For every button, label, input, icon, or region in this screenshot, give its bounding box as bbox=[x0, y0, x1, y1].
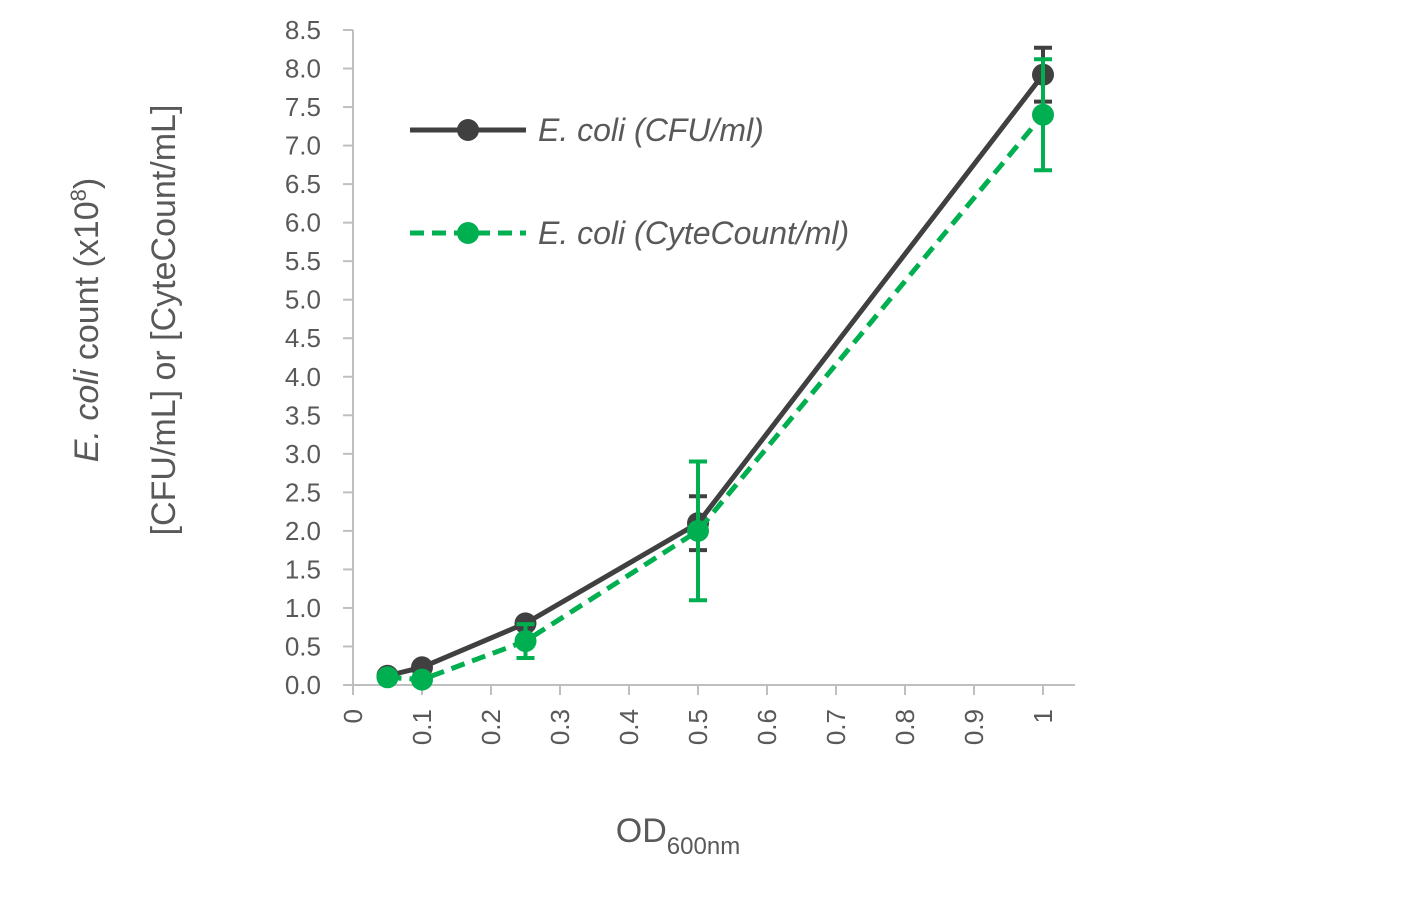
y-axis-title-line2: [CFU/mL] or [CyteCount/mL] bbox=[145, 105, 183, 536]
x-axis-title: OD600nm bbox=[616, 812, 740, 860]
series-layer bbox=[376, 45, 1054, 691]
y-tick-label: 4.5 bbox=[285, 323, 321, 353]
x-tick-label: 0 bbox=[338, 709, 368, 723]
x-tick-label: 0.4 bbox=[614, 709, 644, 745]
data-point bbox=[376, 666, 399, 689]
x-tick-label: 0.5 bbox=[683, 709, 713, 745]
y-tick-label: 6.0 bbox=[285, 208, 321, 238]
legend-marker bbox=[457, 119, 479, 141]
legend-item-1: E. coli (CFU/ml) bbox=[410, 112, 764, 148]
y-tick-label: 2.5 bbox=[285, 477, 321, 507]
y-tick-label: 5.5 bbox=[285, 246, 321, 276]
x-tick-label: 0.3 bbox=[545, 709, 575, 745]
series-line bbox=[386, 73, 1045, 679]
y-tick-label: 7.5 bbox=[285, 92, 321, 122]
x-tick-label: 0.7 bbox=[821, 709, 851, 745]
legend-label: E. coli (CyteCount/ml) bbox=[538, 215, 849, 251]
y-tick-label: 4.0 bbox=[285, 362, 321, 392]
y-tick-label: 5.0 bbox=[285, 285, 321, 315]
y-tick-label: 8.0 bbox=[285, 54, 321, 84]
y-axis-title-line1: E. coli count (x108) bbox=[66, 178, 106, 462]
legend: E. coli (CFU/ml) E. coli (CyteCount/ml) bbox=[410, 112, 849, 251]
legend-label: E. coli (CFU/ml) bbox=[538, 112, 764, 148]
legend-item-2: E. coli (CyteCount/ml) bbox=[410, 215, 849, 251]
y-tick-label: 2.0 bbox=[285, 516, 321, 546]
y-tick-label: 6.5 bbox=[285, 169, 321, 199]
y-tick-label: 3.5 bbox=[285, 400, 321, 430]
data-point bbox=[1032, 103, 1054, 126]
y-axis-title: E. coli count (x108) [CFU/mL] or [CyteCo… bbox=[66, 105, 183, 536]
x-tick-label: 0.1 bbox=[407, 709, 437, 745]
y-tick-label: 0.0 bbox=[285, 670, 321, 700]
x-tick-label: 0.9 bbox=[959, 709, 989, 745]
y-tick-label: 0.5 bbox=[285, 631, 321, 661]
y-tick-label: 3.0 bbox=[285, 439, 321, 469]
data-point bbox=[411, 668, 433, 691]
x-tick-label: 0.2 bbox=[476, 709, 506, 745]
y-tick-label: 1.0 bbox=[285, 593, 321, 623]
x-tick-label: 0.8 bbox=[890, 709, 920, 745]
x-tick-label: 1 bbox=[1028, 709, 1058, 723]
data-point bbox=[514, 630, 537, 653]
y-tick-label: 7.0 bbox=[285, 131, 321, 161]
axes: 0.0 0.5 1.0 1.5 2.0 2.5 3.0 3.5 4.0 4.5 5.0 5.5 6.0 6… bbox=[285, 15, 1075, 745]
y-tick-label: 1.5 bbox=[285, 554, 321, 584]
x-tick-label: 0.6 bbox=[752, 709, 782, 745]
legend-marker bbox=[457, 222, 479, 244]
series-2 bbox=[376, 57, 1054, 691]
data-point bbox=[687, 519, 709, 542]
y-tick-label: 8.5 bbox=[285, 15, 321, 45]
